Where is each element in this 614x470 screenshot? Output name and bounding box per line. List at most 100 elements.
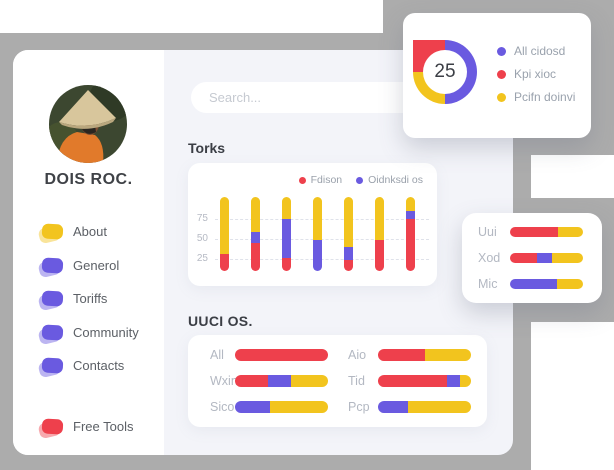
row-bar (378, 349, 471, 361)
gridline (215, 239, 429, 240)
stacked-bar (344, 197, 353, 271)
donut-center-value: 25 (423, 50, 467, 94)
menu-blob-icon (41, 290, 64, 307)
bar-segment-purple (268, 375, 291, 387)
bar-segment-red (510, 227, 559, 237)
sidebar-item-toriffs[interactable]: Toriffs (13, 282, 164, 316)
menu-blob-icon-shape (41, 357, 64, 374)
menu-blob-icon (41, 223, 64, 240)
stacked-bar (406, 197, 415, 271)
avatar-photo (49, 85, 127, 163)
row-bar (235, 401, 328, 413)
sidebar-item-free-tools[interactable]: Free Tools (13, 410, 164, 444)
menu-blob-icon (41, 418, 64, 435)
background-white-notch (531, 155, 614, 198)
bar-segment-yellow (290, 375, 328, 387)
bar-segment-yellow (558, 227, 583, 237)
row-label: Mic (478, 277, 498, 291)
avatar (49, 85, 127, 163)
bar-segment-purple (446, 375, 460, 387)
donut-stat-card: 25 All cidosd Kpi xioc Pcifn doinvi (403, 13, 591, 138)
bar-segment-yellow (424, 349, 471, 361)
bar-segment-red (344, 259, 353, 271)
row-bar (510, 253, 583, 263)
bar-segment-red (510, 253, 537, 263)
donut-legend-item: All cidosd (497, 44, 575, 58)
stacked-bar (375, 197, 384, 271)
menu-blob-icon-shape (41, 418, 64, 435)
bar-segment-purple (313, 239, 322, 271)
bar-segment-yellow (406, 197, 415, 212)
bar-segment-red (375, 239, 384, 271)
sidebar-item-label: Free Tools (73, 419, 134, 435)
bar-segment-red (235, 349, 328, 361)
sidebar-item-community[interactable]: Community (13, 316, 164, 350)
bar-segment-red (406, 219, 415, 271)
row-label: Aio (348, 348, 367, 362)
uuci-column-right: Aio Tid Pcp (328, 342, 471, 420)
torks-legend-item: Fdison (298, 174, 342, 186)
gridline (215, 219, 429, 220)
row-label: Xod (478, 251, 501, 265)
bar-segment-yellow (270, 401, 328, 413)
search-input[interactable] (191, 82, 425, 113)
sidebar-item-label: Community (73, 324, 139, 340)
menu-blob-icon-shape (41, 223, 64, 240)
torks-legend: Fdison Oidnksdi os (298, 174, 423, 186)
sidebar-menu: About Generol Toriffs Community Contacts (13, 215, 164, 383)
stacked-bar (220, 197, 229, 271)
bar-segment-purple (378, 401, 408, 413)
uuci-column-left: All Wxin Sico (210, 342, 328, 420)
purple-legend-dot-icon (497, 46, 506, 56)
row-bar (235, 375, 328, 387)
legend-label: All cidosd (514, 44, 566, 58)
side-row-uui: Uui (478, 225, 590, 239)
bar-segment-yellow (459, 375, 471, 387)
donut-legend-item: Kpi xioc (497, 67, 575, 81)
row-label: Pcp (348, 400, 370, 414)
y-axis-tick-label: 50 (196, 233, 208, 244)
uuci-row-all: All (210, 348, 328, 362)
bar-segment-purple (282, 219, 291, 259)
bar-segment-purple (235, 401, 271, 413)
bar-segment-yellow (407, 401, 471, 413)
stacked-bar (313, 197, 322, 271)
legend-label: Pcifn doinvi (514, 90, 576, 104)
uuci-row-wxin: Wxin (210, 374, 328, 388)
red-legend-dot-icon (298, 176, 306, 184)
sidebar-item-contacts[interactable]: Contacts (13, 349, 164, 383)
uuci-row-pcp: Pcp (328, 400, 471, 414)
sidebar-item-generol[interactable]: Generol (13, 249, 164, 283)
sidebar-item-label: Contacts (73, 358, 125, 374)
bar-segment-yellow (556, 279, 583, 289)
legend-label: Kpi xioc (514, 67, 557, 81)
donut-legend-item: Pcifn doinvi (497, 90, 575, 104)
uuci-row-tid: Tid (328, 374, 471, 388)
uuci-row-sico: Sico (210, 400, 328, 414)
red-legend-dot-icon (497, 69, 506, 79)
row-bar (378, 401, 471, 413)
sidebar: DOIS ROC. About Generol Toriffs Community Co… (13, 50, 164, 455)
row-label: Tid (348, 374, 365, 388)
menu-blob-icon-shape (41, 290, 64, 307)
row-label: Sico (210, 400, 235, 414)
torks-chart-card: Fdison Oidnksdi os 75 50 25 (188, 163, 437, 286)
bar-segment-red (378, 349, 425, 361)
uuci-section-title: UUCI OS. (188, 313, 253, 329)
bar-segment-yellow (344, 197, 353, 248)
uuci-row-aio: Aio (328, 348, 471, 362)
bar-segment-yellow (282, 197, 291, 220)
side-row-xod: Xod (478, 251, 590, 265)
stacked-bar (251, 197, 260, 271)
yellow-legend-dot-icon (497, 92, 506, 102)
bar-segment-red (378, 375, 447, 387)
sidebar-item-label: Generol (73, 257, 120, 273)
bar-segment-yellow (375, 197, 384, 240)
row-bar (235, 349, 328, 361)
sidebar-item-label: Toriffs (73, 291, 108, 307)
side-stats-card: Uui Xod Mic (462, 213, 602, 303)
sidebar-footer: Free Tools (13, 410, 164, 444)
row-bar (510, 227, 583, 237)
row-label: Wxin (210, 374, 238, 388)
sidebar-item-about[interactable]: About (13, 215, 164, 249)
